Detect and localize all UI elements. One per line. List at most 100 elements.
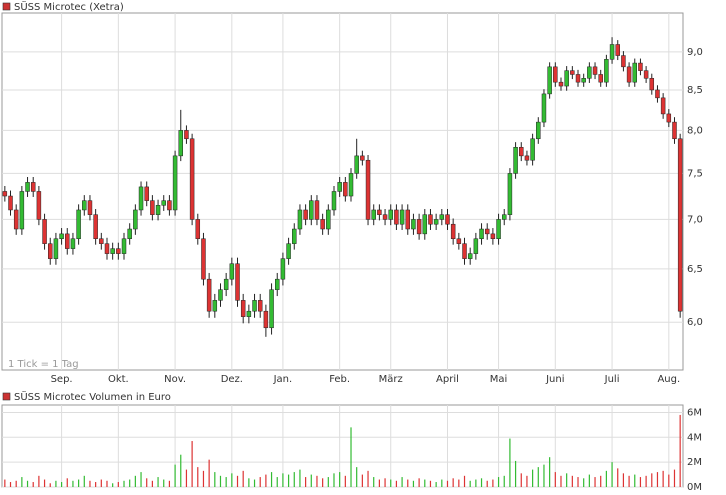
- volume-bar: [305, 477, 307, 487]
- volume-bar: [327, 477, 329, 487]
- x-tick-label: Nov.: [164, 374, 186, 385]
- y-tick-label: 7,0: [687, 214, 703, 225]
- volume-bar: [225, 477, 227, 487]
- volume-bar: [373, 477, 375, 487]
- x-tick-label: Sep.: [51, 374, 73, 385]
- candle-body: [2, 191, 8, 197]
- candle-body: [643, 70, 649, 79]
- volume-bar: [214, 472, 216, 487]
- volume-bar: [401, 477, 403, 487]
- candle-body: [598, 74, 603, 83]
- x-tick-label: April: [436, 374, 459, 385]
- volume-bar: [123, 480, 125, 487]
- candle-body: [666, 113, 672, 123]
- volume-bar: [668, 474, 670, 487]
- x-tick-label: Juni: [545, 374, 564, 385]
- volume-bar: [21, 477, 23, 487]
- candle-body: [59, 233, 64, 240]
- volume-bar: [656, 472, 659, 487]
- candle-body: [218, 289, 223, 301]
- volume-bar: [452, 478, 454, 487]
- candle-body: [138, 186, 144, 211]
- candle-body: [592, 66, 598, 75]
- candle-body: [445, 214, 450, 225]
- volume-bar: [344, 475, 346, 487]
- candle-body: [206, 278, 212, 312]
- candle-body: [536, 121, 541, 140]
- x-tick-label: Juli: [604, 374, 620, 385]
- volume-bar: [174, 464, 176, 487]
- volume-bar: [424, 479, 426, 487]
- candle-body: [155, 205, 161, 215]
- candle-body: [229, 263, 235, 280]
- legend-swatch: [2, 392, 11, 401]
- x-tick-label: Aug.: [657, 374, 680, 385]
- volume-bar: [287, 474, 290, 487]
- volume-bar: [469, 480, 471, 487]
- volume-bar: [673, 469, 676, 487]
- candle-body: [621, 55, 626, 68]
- volume-bar: [293, 472, 295, 487]
- candle-body: [575, 74, 581, 83]
- y-tick-label: 2M: [687, 457, 702, 468]
- volume-bar: [202, 470, 205, 487]
- candle-body: [343, 182, 348, 197]
- candle-body: [473, 238, 479, 254]
- candle-body: [428, 214, 433, 225]
- candle-body: [416, 219, 422, 235]
- candle-body: [519, 147, 524, 157]
- candle-body: [309, 200, 314, 220]
- candle-body: [371, 209, 376, 220]
- volume-bar: [418, 478, 420, 487]
- volume-bar: [412, 480, 415, 487]
- volume-bar: [9, 482, 12, 487]
- candle-body: [502, 214, 507, 220]
- volume-bar: [26, 480, 29, 487]
- volume-bar: [367, 470, 369, 487]
- candle-body: [615, 44, 620, 56]
- candle-body: [150, 200, 155, 215]
- volume-bar: [265, 474, 267, 487]
- volume-bar: [15, 480, 17, 487]
- y-tick-label: 0M: [687, 482, 702, 493]
- volume-bar: [554, 472, 556, 487]
- volume-bar: [49, 483, 51, 487]
- volume-bar: [566, 473, 568, 487]
- x-tick-label: Jan.: [273, 374, 293, 385]
- candle-body: [314, 200, 320, 220]
- volume-bar: [662, 470, 664, 487]
- volume-bar: [407, 479, 409, 487]
- tick-note: 1 Tick = 1 Tag: [8, 359, 79, 370]
- volume-bar: [191, 441, 193, 487]
- candle-body: [286, 243, 291, 259]
- chart-title: SÜSS Microtec (Xetra): [14, 0, 124, 13]
- volume-bar: [594, 477, 596, 487]
- candle-body: [462, 243, 467, 259]
- candle-body: [660, 97, 666, 115]
- candle-body: [121, 238, 127, 254]
- candle-body: [490, 233, 496, 240]
- volume-bar: [350, 427, 352, 487]
- candle-body: [235, 263, 240, 301]
- candle-body: [201, 238, 206, 280]
- volume-bar: [492, 479, 494, 487]
- volume-bar: [112, 483, 114, 487]
- y-tick-label: 6,0: [687, 317, 703, 328]
- candle-body: [570, 70, 575, 75]
- candle-body: [439, 214, 445, 220]
- volume-bar: [571, 475, 573, 487]
- volume-bar: [316, 475, 318, 487]
- y-tick-label: 7,5: [687, 168, 703, 179]
- volume-bar: [458, 479, 460, 487]
- volume-bar: [117, 482, 119, 487]
- x-tick-label: Okt.: [108, 374, 129, 385]
- candle-body: [178, 130, 183, 157]
- volume-bar: [356, 467, 358, 487]
- volume-bar: [168, 480, 171, 487]
- candle-body: [382, 214, 388, 220]
- volume-bar: [163, 479, 165, 487]
- candle-body: [524, 155, 530, 161]
- candle-body: [467, 253, 473, 259]
- candle-body: [405, 209, 410, 230]
- legend-swatch: [2, 2, 11, 11]
